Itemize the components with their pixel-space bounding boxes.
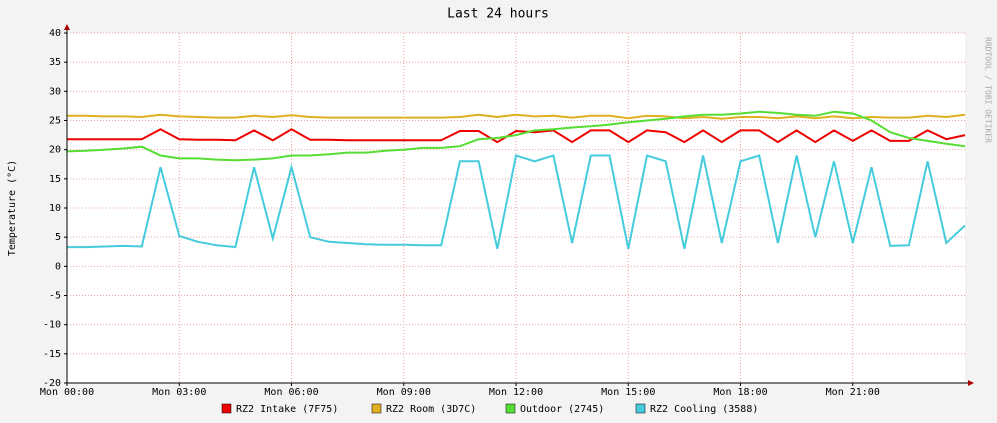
y-tick-label: 30 bbox=[49, 86, 61, 97]
series-line bbox=[67, 154, 966, 250]
y-tick-label: 35 bbox=[49, 57, 61, 68]
legend: RZ2 Intake (7F75) RZ2 Room (3D7C) Outdoor … bbox=[221, 403, 758, 415]
x-tick-label: Mon 09:00 bbox=[377, 387, 431, 398]
x-tick-label: Mon 12:00 bbox=[489, 387, 543, 398]
y-arrow bbox=[64, 24, 70, 30]
y-tick-label: 10 bbox=[49, 203, 61, 214]
series-line bbox=[67, 128, 966, 144]
legend-swatch bbox=[371, 403, 382, 414]
y-tick-label: 5 bbox=[55, 232, 61, 243]
legend-swatch bbox=[221, 403, 232, 414]
y-tick-label: 15 bbox=[49, 174, 61, 185]
x-tick-label: Mon 15:00 bbox=[601, 387, 655, 398]
legend-label: RZ2 Cooling (3588) bbox=[650, 404, 758, 415]
series-line bbox=[67, 113, 966, 120]
lines bbox=[66, 110, 966, 250]
x-tick-label: Mon 18:00 bbox=[713, 387, 767, 398]
x-arrow bbox=[968, 380, 974, 386]
y-tick-label: 0 bbox=[55, 261, 61, 272]
x-tick-label: Mon 00:00 bbox=[40, 387, 94, 398]
y-tick-label: -5 bbox=[49, 291, 61, 302]
x-tick-label: Mon 06:00 bbox=[264, 387, 318, 398]
y-tick-label: -15 bbox=[43, 349, 61, 360]
y-tick-label: 25 bbox=[49, 116, 61, 127]
legend-label: RZ2 Intake (7F75) bbox=[236, 404, 338, 415]
series-line bbox=[66, 110, 966, 162]
legend-label: RZ2 Room (3D7C) bbox=[386, 404, 476, 415]
chart-title: Last 24 hours bbox=[447, 7, 549, 22]
legend-swatch bbox=[505, 403, 516, 414]
y-tick-label: 20 bbox=[49, 145, 61, 156]
y-tick-label: -20 bbox=[43, 378, 61, 389]
legend-label: Outdoor (2745) bbox=[520, 404, 604, 415]
watermark: RRDTOOL / TOBI OETIKER bbox=[984, 37, 993, 143]
x-tick-label: Mon 21:00 bbox=[826, 387, 880, 398]
x-tick-label: Mon 03:00 bbox=[152, 387, 206, 398]
y-tick-label: -10 bbox=[43, 320, 61, 331]
legend-swatch bbox=[635, 403, 646, 414]
y-axis-label: Temperature (°C) bbox=[7, 160, 18, 256]
y-tick-label: 40 bbox=[49, 28, 61, 39]
